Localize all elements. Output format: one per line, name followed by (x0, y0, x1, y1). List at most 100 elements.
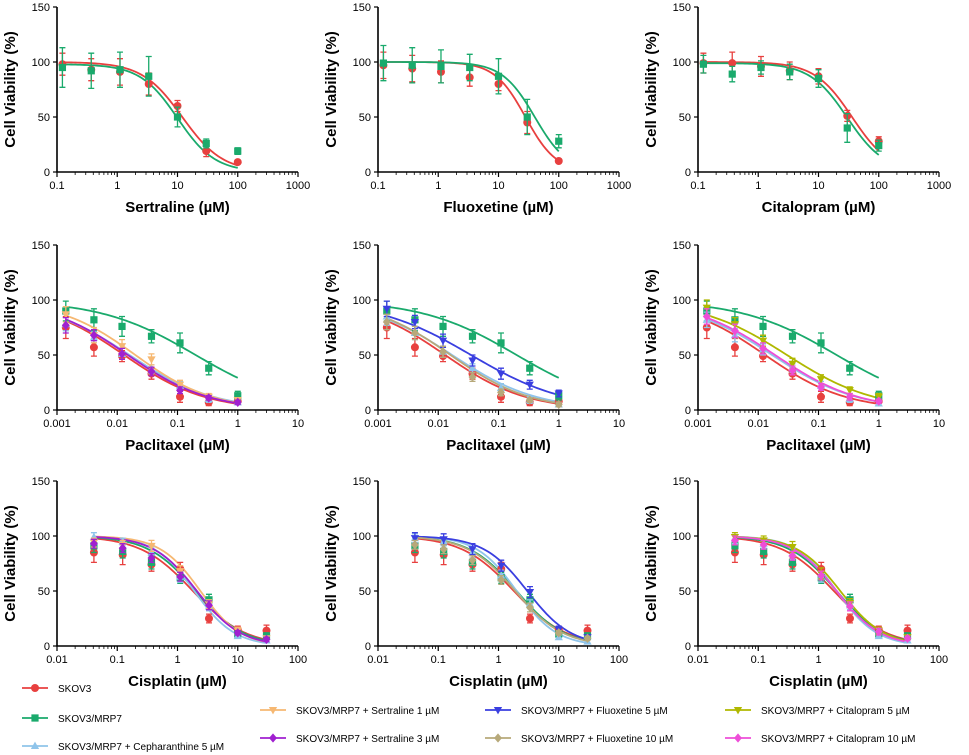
legend-label: SKOV3/MRP7 + Citalopram 10 µM (761, 734, 915, 745)
data-point-mrp7 (116, 66, 124, 74)
x-tick-label: 0.1 (751, 654, 766, 666)
data-point-cital10 (702, 311, 711, 322)
data-point-fluox10 (468, 372, 477, 382)
legend-label: SKOV3/MRP7 + Fluoxetine 10 µM (521, 734, 673, 745)
panel-2: 0 50 100 150 0.1 1 10 100 1000 Fluoxetine (µM) Cel… (323, 2, 631, 216)
data-point-fluox10 (554, 628, 563, 638)
data-point-skov3 (816, 392, 825, 401)
y-tick-label: 150 (32, 240, 50, 252)
data-point-skov3 (554, 157, 563, 165)
data-point-cital10 (903, 633, 912, 643)
data-point-fluox5 (438, 337, 448, 346)
x-tick-label: 1 (876, 418, 882, 430)
x-tick-label: 1 (114, 180, 120, 192)
x-tick-label: 1000 (927, 180, 951, 192)
data-point-mrp7 (408, 61, 416, 69)
y-axis-title: Cell Viability (%) (643, 505, 660, 621)
y-axis-title: Cell Viability (%) (643, 31, 660, 147)
legend-marker-cital5 (733, 706, 743, 715)
legend: SKOV3 SKOV3/MRP7 SKOV3/MRP7 + Cepharanthin… (22, 684, 915, 753)
legend-item-cital5: SKOV3/MRP7 + Citalopram 5 µM (725, 706, 910, 717)
data-point-sert3 (147, 366, 156, 377)
data-point-fluox5 (382, 305, 391, 314)
y-tick-label: 0 (685, 405, 691, 417)
y-tick-label: 0 (685, 641, 691, 653)
data-point-fluox5 (410, 535, 420, 543)
data-point-mrp7 (817, 339, 825, 347)
y-tick-label: 0 (365, 641, 371, 653)
y-tick-label: 0 (44, 405, 50, 417)
data-point-cital5 (788, 360, 797, 369)
x-tick-label: 100 (550, 180, 568, 192)
data-point-mrp7 (814, 74, 823, 83)
data-point-fluox10 (497, 387, 505, 398)
data-point-cital5 (758, 337, 768, 346)
data-point-sert3 (147, 553, 156, 563)
data-point-mrp7 (759, 322, 767, 330)
data-point-ceph5 (468, 363, 477, 372)
axes-frame (56, 7, 298, 173)
data-point-fluox5 (496, 370, 506, 379)
x-tick-label: 0.01 (367, 654, 388, 666)
data-point-skov3 (89, 343, 98, 352)
x-tick-label: 1 (755, 180, 761, 192)
data-point-sert3 (262, 634, 271, 645)
data-point-cital10 (817, 570, 826, 581)
y-tick-label: 150 (673, 2, 691, 14)
x-tick-label: 0.001 (364, 418, 392, 430)
data-point-skov3 (728, 59, 737, 68)
x-axis-title: Paclitaxel (µM) (446, 437, 551, 454)
x-tick-label: 0.01 (748, 418, 769, 430)
data-point-mrp7 (173, 113, 182, 121)
y-axis-title: Cell Viability (%) (2, 269, 19, 385)
x-tick-label: 1000 (286, 180, 310, 192)
data-point-sert3 (205, 600, 213, 610)
data-point-sert3 (61, 320, 70, 330)
y-tick-label: 50 (359, 586, 371, 598)
x-tick-label: 0.1 (811, 418, 826, 430)
x-axis-title: Cisplatin (µM) (449, 673, 548, 690)
data-point-sert3 (176, 385, 184, 395)
data-point-mrp7 (843, 124, 851, 132)
data-point-skov3 (410, 343, 419, 352)
legend-marker-sert3 (269, 733, 277, 743)
x-tick-label: 0.01 (46, 654, 67, 666)
legend-item-skov3: SKOV3 (22, 684, 92, 695)
data-point-skov3 (233, 158, 242, 167)
x-tick-label: 10 (933, 418, 945, 430)
legend-item-sert1: SKOV3/MRP7 + Sertraline 1 µM (260, 706, 439, 717)
y-tick-label: 100 (353, 531, 371, 543)
data-point-fluox5 (468, 546, 477, 554)
x-tick-label: 10 (492, 180, 504, 192)
data-point-fluox10 (554, 399, 563, 410)
y-axis-title: Cell Viability (%) (323, 505, 340, 621)
data-point-skov3 (173, 102, 182, 110)
data-point-fluox10 (525, 395, 534, 405)
data-point-mrp7 (728, 70, 736, 78)
data-point-mrp7 (466, 63, 474, 72)
data-point-mrp7 (202, 139, 210, 147)
x-tick-label: 1000 (607, 180, 631, 192)
data-point-cital5 (845, 387, 854, 395)
y-axis-title: Cell Viability (%) (643, 269, 660, 385)
data-point-fluox10 (497, 575, 506, 585)
x-tick-label: 100 (610, 654, 628, 666)
y-tick-label: 150 (353, 476, 371, 488)
x-axis-title: Cisplatin (µM) (769, 673, 868, 690)
data-point-fluox5 (554, 390, 563, 398)
data-point-skov3 (204, 614, 213, 623)
data-point-fluox10 (410, 540, 419, 550)
x-axis-title: Cisplatin (µM) (128, 673, 227, 690)
legend-item-fluox5: SKOV3/MRP7 + Fluoxetine 5 µM (485, 706, 668, 717)
x-tick-label: 1 (174, 654, 180, 666)
data-point-fluox10 (526, 602, 534, 613)
panel-5: 0 50 100 150 0.001 0.01 0.1 1 10 Paclitaxel (µM) C… (323, 240, 625, 454)
y-tick-label: 0 (365, 405, 371, 417)
x-tick-label: 10 (171, 180, 183, 192)
y-tick-label: 0 (685, 167, 691, 179)
y-axis-title: Cell Viability (%) (323, 31, 340, 147)
legend-item-cital10: SKOV3/MRP7 + Citalopram 10 µM (725, 733, 915, 745)
data-point-skov3 (202, 147, 211, 156)
y-tick-label: 150 (353, 2, 371, 14)
